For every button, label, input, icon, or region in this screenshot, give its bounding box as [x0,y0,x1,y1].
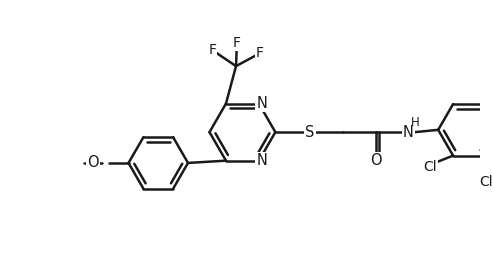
Text: N: N [256,153,267,168]
Text: F: F [208,43,216,57]
Text: F: F [256,46,264,60]
Text: N: N [403,125,414,140]
Text: H: H [410,116,419,130]
Text: O: O [369,153,381,168]
Text: F: F [233,36,241,50]
Text: Cl: Cl [424,160,437,173]
Text: O: O [87,155,99,170]
Text: N: N [256,96,267,111]
Text: Cl: Cl [480,175,492,189]
Text: S: S [305,125,314,140]
